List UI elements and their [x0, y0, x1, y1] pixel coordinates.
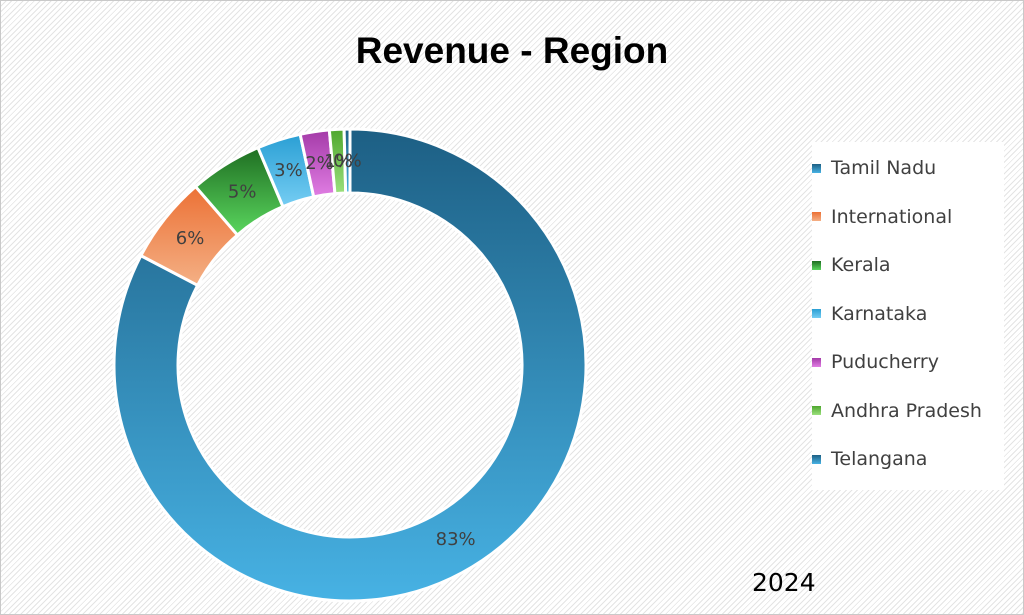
data-label-karnataka: 3%	[274, 160, 303, 181]
legend-label: International	[831, 205, 953, 228]
data-label-telangana: 0%	[333, 151, 362, 172]
legend-swatch	[812, 260, 821, 270]
donut-slices	[112, 127, 588, 603]
data-label-tamil-nadu: 83%	[436, 529, 476, 550]
slice-telangana	[342, 127, 352, 195]
data-label-andhra-pradesh: 1%	[324, 151, 353, 172]
legend-swatch	[812, 357, 821, 367]
legend-label: Kerala	[831, 254, 891, 277]
legend-item-kerala: Kerala	[812, 241, 1004, 290]
legend-label: Karnataka	[831, 302, 928, 325]
legend-item-karnataka: Karnataka	[812, 290, 1004, 339]
data-labels: 83% 6% 5% 3% 2%1%0%	[176, 151, 476, 550]
legend-label: Puducherry	[831, 351, 939, 374]
legend-swatch	[812, 309, 821, 319]
legend-item-tamil-nadu: Tamil Nadu	[812, 144, 1004, 193]
data-label-kerala: 5%	[228, 181, 257, 202]
legend-item-puducherry: Puducherry	[812, 338, 1004, 387]
slice-tamil-nadu	[112, 127, 588, 603]
legend-item-international: International	[812, 193, 1004, 242]
legend: Tamil Nadu International Kerala Karnataka Pu…	[812, 142, 1004, 490]
data-label-puducherry: 2%	[305, 153, 334, 174]
year-label: 2024	[752, 568, 816, 597]
legend-label: Telangana	[831, 448, 928, 471]
legend-swatch	[812, 454, 821, 464]
chart-title: Revenue - Region	[355, 30, 669, 71]
legend-swatch	[812, 163, 821, 173]
legend-item-telangana: Telangana	[812, 435, 1004, 484]
legend-label: Andhra Pradesh	[831, 399, 982, 422]
legend-item-andhra-pradesh: Andhra Pradesh	[812, 387, 1004, 436]
data-label-international: 6%	[176, 228, 205, 249]
legend-swatch	[812, 406, 821, 416]
legend-label: Tamil Nadu	[831, 157, 937, 180]
legend-swatch	[812, 212, 821, 222]
